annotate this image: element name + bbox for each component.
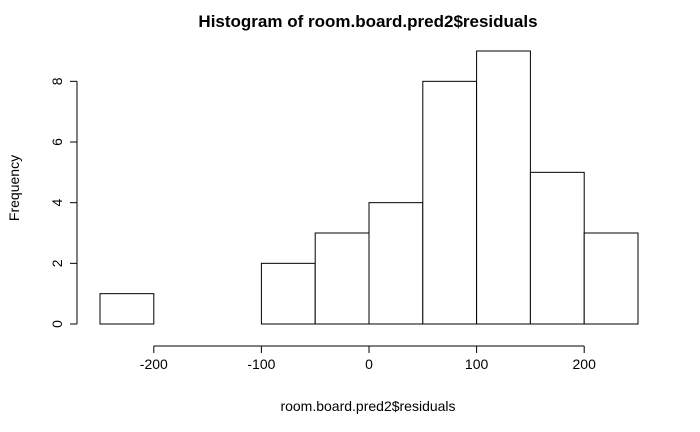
y-axis-label: Frequency xyxy=(6,155,22,221)
y-tick-label: 2 xyxy=(49,259,65,267)
y-axis: 0 2 4 6 8 xyxy=(49,77,78,328)
histogram-bar xyxy=(476,50,531,325)
y-tick-label: 6 xyxy=(49,138,65,146)
x-tick-label: -100 xyxy=(247,356,275,372)
histogram-bar xyxy=(314,232,370,325)
histogram-bar xyxy=(583,232,639,325)
y-tick-label: 0 xyxy=(49,320,65,328)
x-axis-label: room.board.pred2$residuals xyxy=(280,398,455,414)
bars-group xyxy=(99,50,639,325)
histogram-bar xyxy=(422,80,478,325)
x-tick-label: 0 xyxy=(365,356,373,372)
y-tick-label: 4 xyxy=(49,199,65,207)
x-tick-label: 100 xyxy=(465,356,489,372)
histogram-bar xyxy=(99,293,155,325)
histogram-bar xyxy=(260,262,316,325)
x-axis: -200 -100 0 100 200 xyxy=(140,345,597,372)
histogram-bar xyxy=(368,202,424,325)
chart-title: Histogram of room.board.pred2$residuals xyxy=(198,12,537,31)
histogram-bar xyxy=(529,171,585,325)
x-tick-label: -200 xyxy=(140,356,168,372)
y-tick-label: 8 xyxy=(49,77,65,85)
x-tick-label: 200 xyxy=(573,356,597,372)
